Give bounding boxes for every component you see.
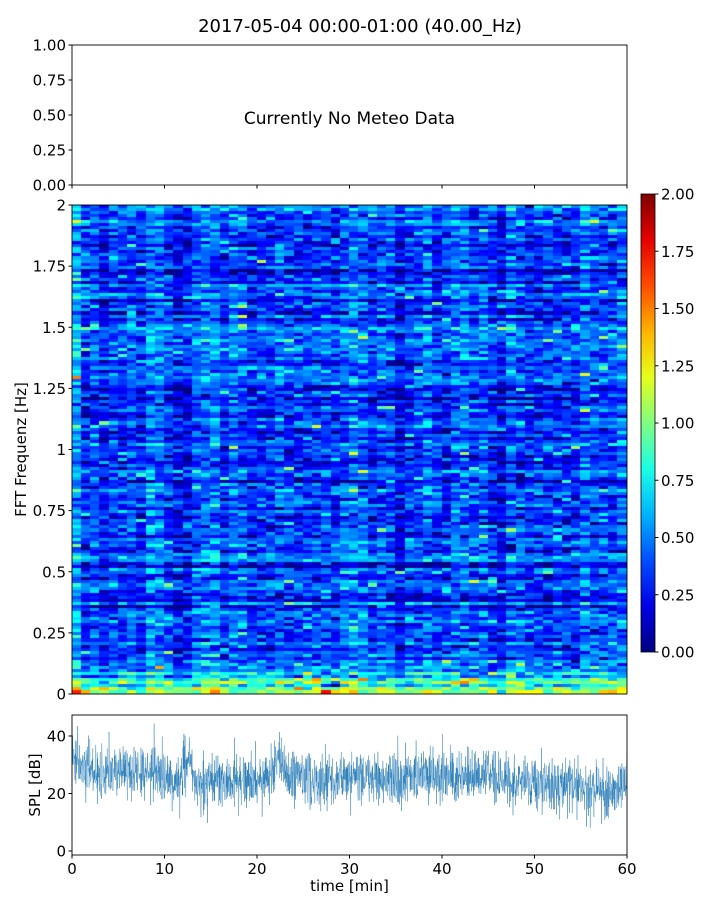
spl-ytick-label: 0 <box>56 842 66 860</box>
spectrogram-panel: FFT Frequenz [Hz] 0 0.25 0.5 0.75 1 1.25 1.5 1.… <box>12 197 628 704</box>
colorbar-tick-label: 1.75 <box>661 243 694 261</box>
meteo-panel: Currently No Meteo Data 0.00 0.25 0.50 0.75… <box>33 37 628 195</box>
spectrogram-ytick-label: 1.5 <box>42 319 66 337</box>
no-meteo-annotation: Currently No Meteo Data <box>244 109 455 129</box>
colorbar: 0.00 0.25 0.50 0.75 1.00 1.25 1.50 1.75 2.00 <box>640 186 694 662</box>
meteo-ytick-label: 1.00 <box>33 37 66 55</box>
colorbar-tick-label: 0.25 <box>661 586 694 604</box>
chart-title: 2017-05-04 00:00-01:00 (40.00_Hz) <box>198 16 522 37</box>
spl-xtick-label: 0 <box>67 860 77 878</box>
spectrogram-axes-frame <box>71 204 628 695</box>
spl-series-line <box>71 723 628 828</box>
meteo-ytick-label: 0.75 <box>33 72 66 90</box>
spectrogram-ytick-label: 0 <box>56 686 66 704</box>
meteo-ytick-label: 0.50 <box>33 107 66 125</box>
spectrogram-heatmap <box>72 205 627 694</box>
colorbar-gradient <box>640 193 656 653</box>
spectrogram-ytick-label: 1.25 <box>33 380 66 398</box>
colorbar-tick-label: 1.25 <box>661 357 694 375</box>
colorbar-tick-label: 1.50 <box>661 300 694 318</box>
spl-xtick-label: 20 <box>247 860 266 878</box>
spl-ylabel: SPL [dB] <box>26 753 44 816</box>
spl-ytick-label: 40 <box>47 727 66 745</box>
colorbar-tick-label: 2.00 <box>661 186 694 204</box>
spl-xtick-label: 40 <box>432 860 451 878</box>
spectrogram-ytick-label: 0.75 <box>33 502 66 520</box>
spectrogram-ytick-label: 1.75 <box>33 258 66 276</box>
spl-xtick-label: 60 <box>617 860 636 878</box>
spectrogram-ytick-label: 0.25 <box>33 624 66 642</box>
colorbar-tick-label: 0.50 <box>661 529 694 547</box>
spl-panel: SPL [dB] time [min] 0 20 40 0 10 20 30 40 50 60 <box>26 714 637 895</box>
spl-xtick-label: 30 <box>340 860 359 878</box>
spl-ytick-label: 20 <box>47 785 66 803</box>
spectrogram-ytick-label: 2 <box>56 197 66 215</box>
colorbar-tick-label: 0.00 <box>661 644 694 662</box>
colorbar-tick-label: 0.75 <box>661 472 694 490</box>
meteo-ytick-label: 0.00 <box>33 177 66 195</box>
spl-xtick-label: 50 <box>525 860 544 878</box>
spl-xlabel: time [min] <box>310 877 389 895</box>
spectrogram-ytick-label: 0.5 <box>42 563 66 581</box>
colorbar-tick-label: 1.00 <box>661 415 694 433</box>
spl-axes-frame <box>71 714 628 856</box>
spectrogram-ylabel: FFT Frequenz [Hz] <box>12 382 30 517</box>
spl-xtick-label: 10 <box>155 860 174 878</box>
meteo-ytick-label: 0.25 <box>33 142 66 160</box>
spectrogram-ytick-label: 1 <box>56 441 66 459</box>
